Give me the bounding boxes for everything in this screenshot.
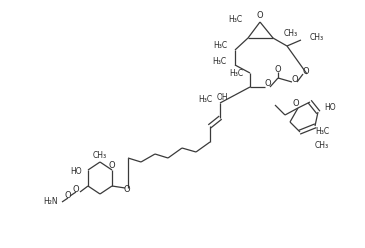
Text: O: O [265, 80, 271, 89]
Text: H₃C: H₃C [198, 95, 212, 104]
Text: O: O [293, 98, 299, 107]
Text: CH₃: CH₃ [315, 141, 329, 150]
Text: CH₃: CH₃ [93, 151, 107, 159]
Text: O: O [275, 65, 281, 74]
Text: H₃C: H₃C [229, 68, 243, 77]
Text: OH: OH [216, 93, 228, 102]
Text: H₃C: H₃C [212, 58, 226, 66]
Text: CH₃: CH₃ [310, 33, 324, 42]
Text: O: O [303, 66, 309, 75]
Text: HO: HO [324, 103, 336, 113]
Text: HO: HO [70, 167, 82, 177]
Text: O: O [257, 11, 263, 21]
Text: O: O [292, 74, 298, 84]
Text: O: O [73, 186, 79, 194]
Text: O: O [109, 160, 115, 169]
Text: O: O [65, 191, 71, 200]
Text: CH₃: CH₃ [284, 30, 298, 38]
Text: H₃C: H₃C [213, 41, 227, 51]
Text: O: O [124, 186, 130, 194]
Text: H₂N: H₂N [43, 197, 58, 207]
Text: H₃C: H₃C [315, 127, 329, 136]
Text: H₃C: H₃C [228, 15, 242, 25]
